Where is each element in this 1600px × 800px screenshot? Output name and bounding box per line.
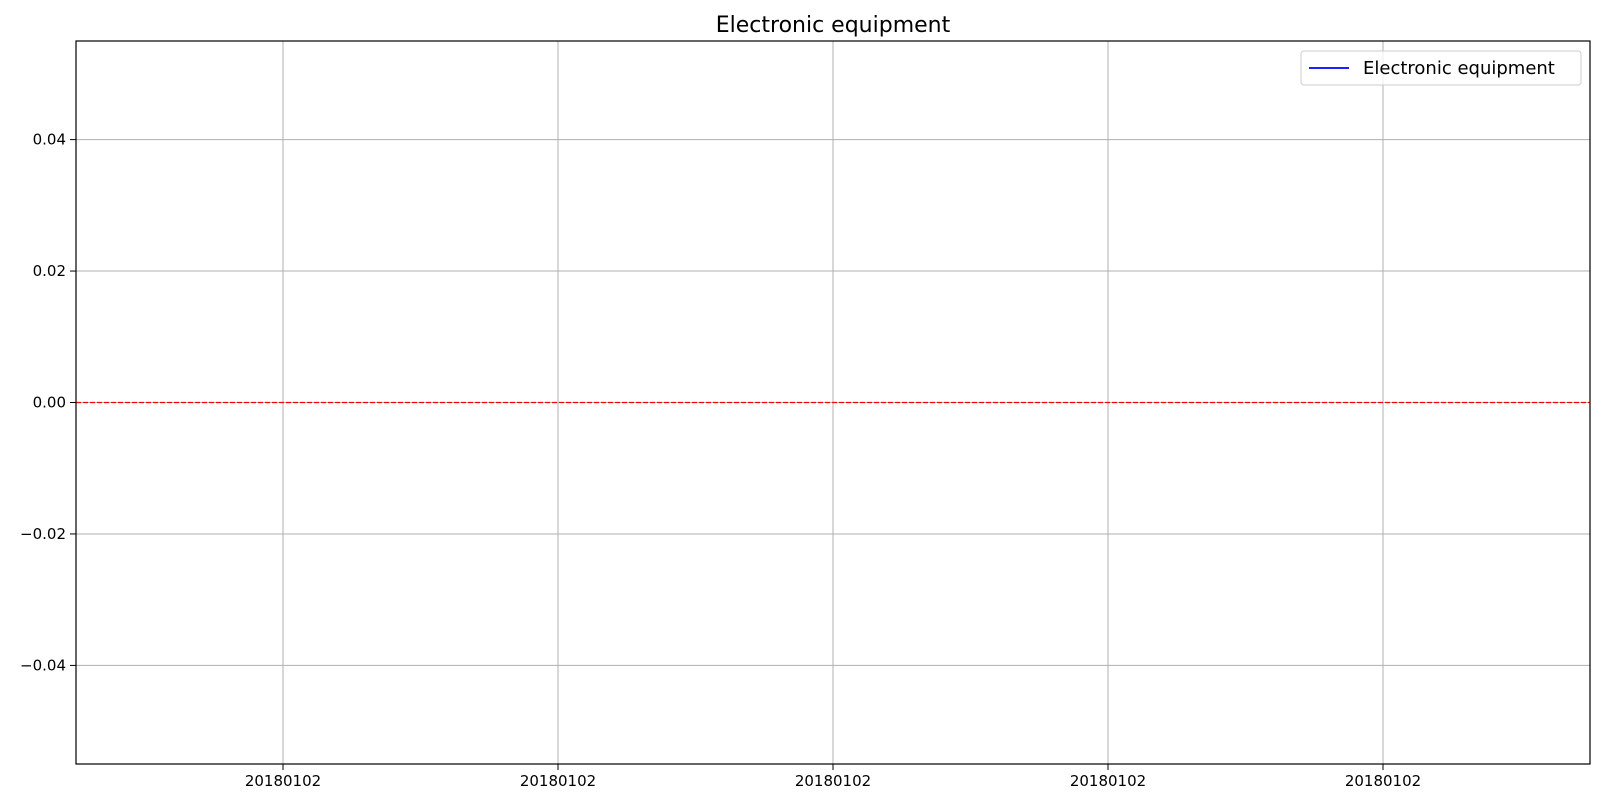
x-tick-label: 20180102: [795, 772, 871, 790]
legend-box: [1300, 50, 1582, 86]
chart-title: Electronic equipment: [716, 13, 951, 38]
y-tick-label: 0.00: [33, 394, 66, 412]
x-tick-label: 20180102: [520, 772, 596, 790]
x-tick-label: 20180102: [245, 772, 321, 790]
plot-area: 20180102 20180102 20180102 20180102 20180102…: [20, 40, 1591, 790]
x-tick-label: 20180102: [1070, 772, 1146, 790]
y-tick-label: 0.04: [33, 131, 66, 149]
y-tick-label: 0.02: [33, 262, 66, 280]
y-tick-label: −0.04: [20, 656, 66, 674]
y-tick-label: −0.02: [20, 525, 66, 543]
legend-label: Electronic equipment: [1363, 58, 1555, 79]
x-tick-label: 20180102: [1345, 772, 1421, 790]
